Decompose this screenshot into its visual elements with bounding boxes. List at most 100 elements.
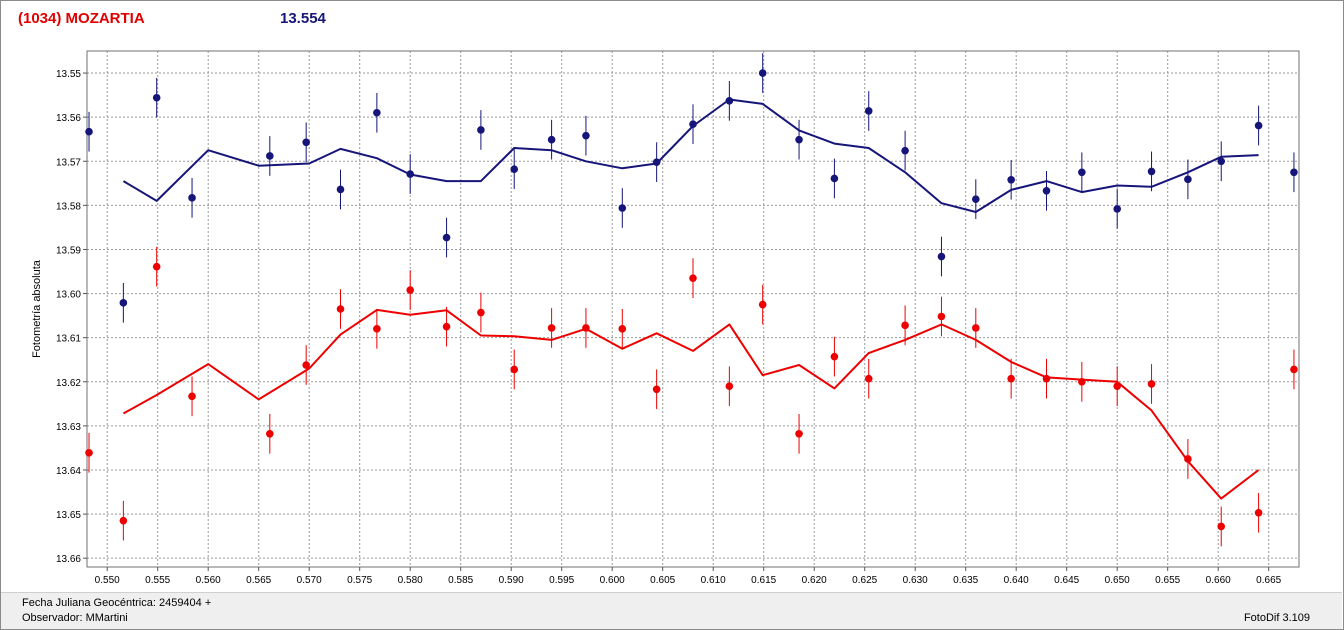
data-point [336,305,345,313]
data-point [1078,168,1086,177]
x-tick-label: 0.600 [600,575,625,586]
status-footer: Fecha Juliana Geocéntrica: 2459404 + Obs… [1,592,1342,629]
x-tick-label: 0.620 [802,575,827,586]
y-tick-label: 13.58 [56,201,81,212]
y-tick-label: 13.61 [56,334,81,345]
data-point [406,170,415,178]
y-tick-label: 13.64 [56,466,81,477]
x-tick-label: 0.665 [1256,575,1281,586]
x-tick-label: 0.555 [145,575,170,586]
x-tick-label: 0.560 [196,575,221,586]
data-point [1254,121,1263,130]
data-point [477,308,485,317]
x-tick-label: 0.605 [650,575,675,586]
data-point [758,300,767,309]
x-tick-label: 0.625 [852,575,877,586]
version-label: FotoDif 3.109 [1243,612,1310,624]
data-point [547,135,556,144]
data-point [1290,365,1298,374]
data-point [302,138,310,147]
data-point [510,365,519,374]
y-tick-label: 13.57 [56,157,81,168]
data-point [119,299,128,307]
x-tick-label: 0.550 [95,575,120,586]
data-point [152,93,161,102]
data-point [1042,374,1051,383]
x-tick-label: 0.660 [1206,575,1231,586]
x-tick-label: 0.640 [1004,575,1029,586]
data-point [937,252,946,261]
data-point [901,146,909,155]
series-0 [85,53,1298,323]
data-point [1254,508,1263,517]
data-point [406,286,415,294]
data-point [302,361,310,369]
data-point [618,204,627,212]
data-point [510,165,519,173]
y-tick-label: 13.56 [56,113,81,124]
data-point [689,120,697,129]
x-tick-label: 0.635 [953,575,978,586]
data-point [85,448,93,457]
y-axis: 13.55 13.56 13.57 13.58 13.59 13.60 13.61 13.62… [56,69,87,565]
data-point [582,131,590,140]
data-point [547,324,556,332]
data-point [1290,168,1298,177]
data-point [830,352,839,361]
data-point [1147,380,1156,388]
data-point [1007,374,1015,383]
x-tick-label: 0.565 [246,575,271,586]
data-point [1217,522,1226,531]
data-point [85,127,93,136]
data-point [119,516,128,525]
x-tick-label: 0.630 [903,575,928,586]
x-tick-label: 0.590 [499,575,524,586]
data-point [1078,377,1086,386]
data-point [795,135,803,144]
data-point [1113,382,1121,390]
data-point [795,430,803,438]
y-tick-label: 13.60 [56,290,81,301]
data-point [864,374,873,383]
data-point [901,321,909,330]
x-tick-label: 0.645 [1054,575,1079,586]
data-point [442,233,451,242]
data-point [972,195,980,203]
data-point [652,385,661,394]
data-point [373,325,381,333]
data-point [336,185,345,194]
data-point [1184,455,1192,463]
trend-line-1 [122,308,1260,500]
reference-magnitude: 13.554 [280,10,326,27]
observer-label: Observador: MMartini [22,612,128,624]
data-point [618,325,627,333]
data-point [689,274,697,282]
y-tick-label: 13.65 [56,510,81,521]
data-point [1042,187,1051,195]
y-tick-label: 13.55 [56,69,81,80]
data-point [725,382,734,390]
data-point [1184,175,1192,184]
data-point [864,107,873,115]
data-point [266,152,274,160]
data-point [188,194,196,202]
data-point [725,97,734,105]
x-tick-label: 0.610 [701,575,726,586]
data-point [652,158,661,166]
y-axis-label: Fotometría absoluta [31,259,43,358]
plot-border [86,50,1300,568]
x-axis: 0.550 0.555 0.560 0.565 0.570 0.575 0.580 0.585… [95,567,1282,586]
data-point [1113,205,1121,213]
plot-area: 0.550 0.555 0.560 0.565 0.570 0.575 0.580 0.585… [31,50,1300,586]
x-tick-label: 0.615 [751,575,776,586]
data-point [972,324,980,332]
data-point [1007,175,1015,184]
series-1 [85,246,1298,547]
data-point [582,324,590,332]
data-point [1147,167,1156,176]
data-point [937,312,946,321]
x-tick-label: 0.575 [347,575,372,586]
data-point [477,126,485,134]
x-tick-label: 0.655 [1155,575,1180,586]
